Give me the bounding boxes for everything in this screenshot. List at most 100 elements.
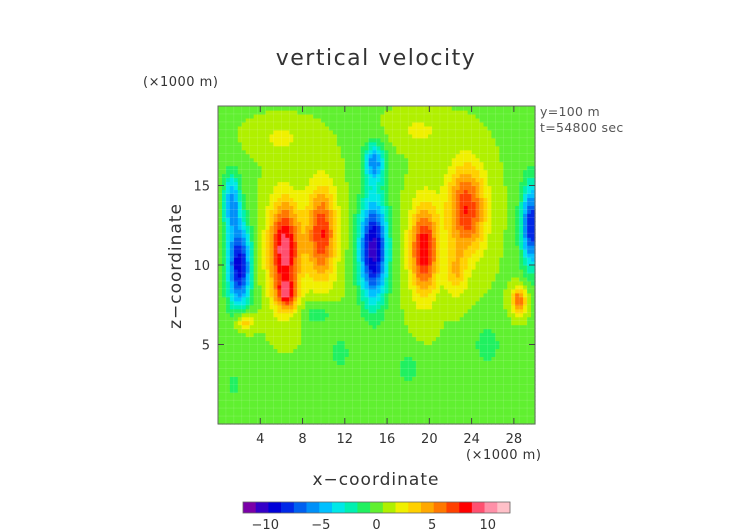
field-cell [348, 332, 354, 338]
field-cell [218, 213, 223, 218]
field-cell [348, 396, 354, 401]
field-cell [317, 106, 322, 111]
field-cell [321, 165, 326, 171]
field-cell [344, 364, 350, 369]
field-cell [451, 217, 457, 222]
field-cell [356, 265, 362, 270]
field-cell [218, 312, 223, 318]
field-cell [384, 145, 389, 151]
field-cell [241, 161, 247, 167]
field-cell [420, 233, 425, 238]
field-cell [253, 312, 259, 318]
field-cell [368, 233, 374, 238]
field-cell [360, 328, 366, 334]
field-cell [447, 312, 453, 318]
field-cell [253, 241, 259, 246]
field-cell [249, 288, 255, 294]
field-cell [380, 225, 386, 230]
field-cell [459, 133, 465, 139]
field-cell [237, 157, 243, 163]
field-cell [285, 412, 290, 417]
field-cell [265, 253, 271, 258]
field-cell [285, 221, 290, 226]
field-cell [428, 193, 433, 199]
field-cell [245, 165, 251, 171]
field-cell [451, 257, 457, 262]
field-cell [360, 161, 366, 167]
field-cell [340, 316, 346, 322]
field-cell [249, 272, 255, 278]
field-cell [324, 352, 330, 358]
field-cell [257, 193, 263, 199]
field-cell [443, 237, 449, 242]
field-cell [221, 257, 227, 262]
field-cell [443, 213, 449, 218]
field-cell [313, 141, 318, 147]
field-cell [313, 185, 318, 191]
field-cell [372, 328, 378, 334]
field-cell [221, 268, 227, 274]
field-cell [360, 165, 366, 171]
field-cell [396, 129, 401, 135]
field-cell [380, 153, 386, 159]
field-cell [400, 312, 405, 318]
field-cell [392, 109, 397, 115]
field-cell [364, 384, 370, 389]
field-cell [324, 125, 330, 131]
field-cell [412, 280, 417, 286]
field-cell [261, 149, 267, 155]
field-cell [416, 157, 421, 163]
field-cell [348, 197, 354, 202]
field-cell [356, 356, 362, 362]
field-cell [293, 344, 298, 350]
field-cell [305, 106, 310, 111]
field-cell [428, 233, 433, 238]
field-cell [309, 169, 314, 175]
field-cell [439, 213, 445, 218]
field-cell [324, 241, 330, 246]
field-cell [336, 420, 342, 425]
field-cell [396, 245, 401, 250]
field-cell [356, 241, 362, 246]
field-cell [384, 376, 389, 381]
field-cell [225, 177, 231, 183]
field-cell [249, 165, 255, 171]
field-cell [249, 300, 255, 306]
field-cell [328, 137, 334, 143]
field-cell [451, 117, 457, 123]
field-cell [451, 276, 457, 282]
field-cell [435, 284, 441, 290]
field-cell [301, 117, 306, 123]
field-cell [249, 388, 255, 393]
field-cell [297, 185, 302, 191]
field-cell [336, 384, 342, 389]
field-cell [257, 225, 263, 230]
field-cell [237, 129, 243, 135]
field-cell [451, 376, 457, 381]
field-cell [265, 221, 271, 226]
field-cell [348, 328, 354, 334]
field-cell [229, 117, 235, 123]
field-cell [439, 201, 445, 206]
field-cell [253, 221, 259, 226]
field-cell [459, 145, 465, 151]
field-cell [352, 300, 358, 306]
field-cell [368, 308, 374, 314]
field-cell [277, 169, 282, 175]
field-cell [313, 257, 318, 262]
field-cell [380, 237, 386, 242]
field-cell [455, 117, 461, 123]
field-cell [447, 344, 453, 350]
field-cell [364, 372, 370, 377]
field-cell [328, 205, 334, 210]
field-cell [412, 149, 417, 155]
field-cell [364, 165, 370, 171]
field-cell [233, 268, 239, 274]
field-cell [328, 225, 334, 230]
field-cell [324, 304, 330, 310]
field-cell [245, 109, 251, 115]
field-cell [265, 320, 271, 326]
field-cell [408, 284, 413, 290]
field-cell [225, 404, 231, 409]
field-cell [277, 197, 282, 202]
